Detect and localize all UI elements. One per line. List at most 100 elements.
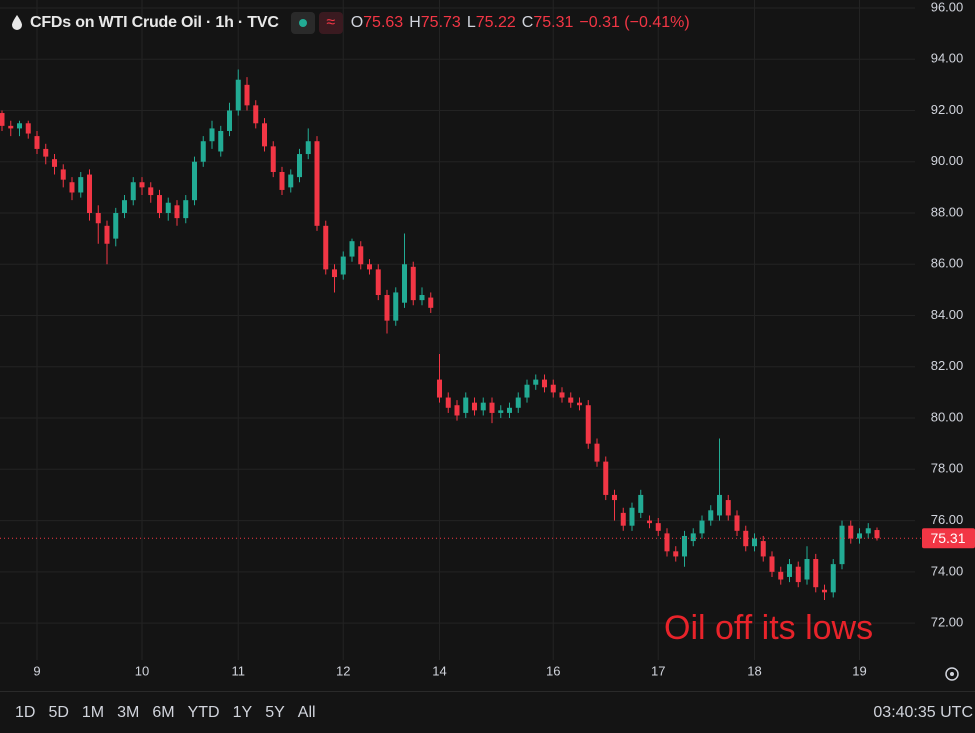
candle-body <box>60 169 66 180</box>
y-tick-label: 92.00 <box>931 102 964 117</box>
drop-icon <box>12 15 22 30</box>
range-button[interactable]: 1Y <box>232 703 253 721</box>
y-tick-label: 94.00 <box>931 51 964 66</box>
candle-body <box>8 125 14 129</box>
y-tick-label: 74.00 <box>931 563 964 578</box>
wave-icon[interactable]: ≈ <box>318 12 343 34</box>
y-tick-label: 84.00 <box>931 307 964 322</box>
candle-body <box>157 195 162 213</box>
candle-body <box>25 123 31 134</box>
candle-body <box>865 528 871 534</box>
candle-body <box>148 187 154 196</box>
candle-body <box>270 146 276 172</box>
candle-body <box>550 384 556 393</box>
x-tick-label: 14 <box>432 663 446 678</box>
candle-body <box>34 136 40 149</box>
candle-body <box>743 530 749 547</box>
candle-body <box>559 392 565 398</box>
candle-body <box>533 379 539 385</box>
status-icon[interactable] <box>290 12 315 34</box>
candle-body <box>130 182 136 201</box>
candle-body <box>69 182 75 193</box>
candle-body <box>629 507 635 526</box>
chart: 72.00 74.00 76.00 78.00 80.00 82.00 84.00 86.00… <box>0 0 975 681</box>
candle-body <box>760 541 766 557</box>
candle-body <box>638 494 644 513</box>
candle-body <box>393 292 399 321</box>
candle-body <box>419 295 425 301</box>
candle-body <box>262 123 267 147</box>
candle-body <box>288 174 294 188</box>
candle-body <box>498 410 504 413</box>
candle-body <box>690 533 696 542</box>
y-tick-label: 90.00 <box>931 153 964 168</box>
candle-body <box>113 212 119 239</box>
candle-body <box>673 551 679 557</box>
candle-body <box>209 128 215 142</box>
candle-body <box>804 559 810 580</box>
candle-body <box>87 174 92 213</box>
ohlc-key: C <box>521 14 534 31</box>
candle-body <box>568 397 574 403</box>
candle-body <box>95 212 101 224</box>
candle-body <box>358 246 364 265</box>
range-button[interactable]: 5D <box>48 703 69 721</box>
candle-body <box>235 79 241 111</box>
settings-icon[interactable] <box>945 667 959 681</box>
candle-body <box>848 525 854 539</box>
candle-body <box>752 538 757 547</box>
candle-body <box>612 494 617 501</box>
candle-body <box>437 379 442 398</box>
price-tag <box>922 528 975 549</box>
range-button[interactable]: 6M <box>152 703 175 721</box>
range-button[interactable]: All <box>297 703 316 721</box>
range-button[interactable]: 5Y <box>265 703 285 721</box>
candle-body <box>384 295 390 321</box>
candle-body <box>218 130 224 152</box>
y-tick-label: 82.00 <box>931 358 964 373</box>
y-tick-label: 86.00 <box>931 256 964 271</box>
x-tick-label: 10 <box>135 663 149 678</box>
range-button[interactable]: 1D <box>15 703 36 721</box>
y-tick-label: 78.00 <box>931 461 964 476</box>
range-button[interactable]: YTD <box>187 703 220 721</box>
candle-body <box>305 141 311 155</box>
candle-body <box>463 397 469 413</box>
candle-body <box>0 113 5 126</box>
ohlc-value: 75.31 <box>533 14 574 31</box>
x-tick-label: 18 <box>747 663 761 678</box>
candle-body <box>822 589 827 593</box>
candle-body <box>839 525 845 565</box>
y-tick-label: 76.00 <box>931 512 964 527</box>
candle-body <box>489 402 495 413</box>
candle-body <box>122 200 127 213</box>
x-tick-label: 17 <box>651 663 665 678</box>
candle-body <box>647 520 652 524</box>
candle-body <box>445 397 451 408</box>
range-buttons: 1D 5D 1M 3M 6M YTD 1Y 5Y All <box>0 703 316 722</box>
x-tick-label: 19 <box>852 663 866 678</box>
candle-body <box>340 256 346 275</box>
ohlc-key: L <box>466 14 476 31</box>
range-button[interactable]: 1M <box>81 703 105 721</box>
y-tick-label: 88.00 <box>931 204 964 219</box>
candle-body <box>349 241 355 257</box>
ohlc-value: 75.63 <box>363 14 404 31</box>
candle-body <box>542 379 547 388</box>
candle-body <box>165 202 171 213</box>
candle-body <box>813 559 819 588</box>
range-button[interactable]: 3M <box>117 703 140 721</box>
candle-body <box>43 148 49 157</box>
candle-body <box>17 123 22 129</box>
candle-body <box>297 154 302 178</box>
x-tick-label: 16 <box>546 663 560 678</box>
candle-body <box>104 225 110 244</box>
candle-body <box>515 397 521 408</box>
x-tick-label: 11 <box>232 663 246 678</box>
candle-body <box>699 520 705 534</box>
candle-body <box>524 384 530 398</box>
candle-body <box>787 564 792 577</box>
ohlc-key: O <box>350 14 364 31</box>
candle-body <box>655 523 661 531</box>
candle-body <box>183 200 189 219</box>
